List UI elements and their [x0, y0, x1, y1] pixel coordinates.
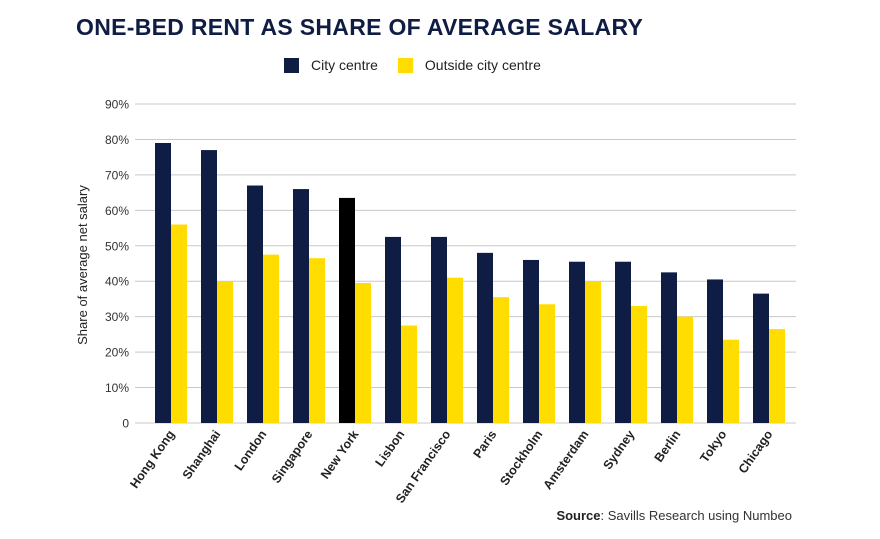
x-tick-label: Stockholm: [497, 428, 545, 488]
legend-item-city-centre: City centre: [284, 57, 378, 73]
legend-swatch-outside-city-centre: [397, 57, 413, 73]
y-tick-label: 20%: [105, 346, 129, 360]
bar-city-centre-singapore: [293, 189, 309, 423]
bar-outside-city-centre-paris: [493, 297, 509, 423]
bar-city-centre-chicago: [753, 293, 769, 423]
y-tick-label: 90%: [105, 98, 129, 112]
bar-outside-city-centre-amsterdam: [585, 281, 601, 423]
y-tick-label: 30%: [105, 310, 129, 324]
bar-city-centre-london: [247, 185, 263, 423]
bar-outside-city-centre-tokyo: [723, 339, 739, 423]
bar-outside-city-centre-chicago: [769, 329, 785, 423]
x-tick-label: Paris: [470, 428, 499, 461]
bar-outside-city-centre-stockholm: [539, 304, 555, 423]
x-tick-label: Berlin: [652, 428, 684, 465]
bar-outside-city-centre-shanghai: [217, 281, 233, 423]
bar-city-centre-shanghai: [201, 150, 217, 424]
bar-outside-city-centre-san-francisco: [447, 277, 463, 423]
y-tick-label: 10%: [105, 381, 129, 395]
bar-city-centre-amsterdam: [569, 261, 585, 423]
bar-city-centre-san-francisco: [431, 236, 447, 423]
y-axis-label: Share of average net salary: [75, 185, 90, 345]
x-tick-label: Tokyo: [697, 427, 729, 465]
y-tick-label: 50%: [105, 239, 129, 253]
bar-outside-city-centre-sydney: [631, 306, 647, 423]
bar-outside-city-centre-lisbon: [401, 325, 417, 423]
x-tick-label: London: [232, 428, 270, 474]
legend-item-outside-city-centre: Outside city centre: [397, 57, 541, 73]
y-tick-label: 40%: [105, 275, 129, 289]
gridlines: [135, 103, 796, 424]
x-tick-label: Sydney: [600, 428, 637, 472]
y-tick-label: 0: [122, 417, 129, 431]
bar-outside-city-centre-london: [263, 254, 279, 423]
bar-outside-city-centre-singapore: [309, 258, 325, 423]
bar-outside-city-centre-hong-kong: [171, 224, 187, 423]
x-tick-labels: Hong Kong Shanghai London Singapore New York…: [127, 427, 775, 505]
y-tick-label: 60%: [105, 204, 129, 218]
bar-city-centre-sydney: [615, 261, 631, 423]
source-label: Source: [556, 508, 601, 523]
source-text: : Savills Research using Numbeo: [600, 508, 792, 523]
bar-outside-city-centre-berlin: [677, 316, 693, 423]
bar-city-centre-berlin: [661, 272, 677, 423]
legend-label-city-centre: City centre: [311, 57, 378, 73]
bar-outside-city-centre-new-york: [355, 282, 371, 423]
chart-title: ONE-BED RENT AS SHARE OF AVERAGE SALARY: [76, 14, 644, 40]
bar-city-centre-stockholm: [523, 259, 539, 423]
bar-city-centre-paris: [477, 252, 493, 423]
legend: City centre Outside city centre: [284, 55, 561, 75]
bar-city-centre-hong-kong: [155, 142, 171, 423]
y-tick-label: 70%: [105, 168, 129, 182]
x-tick-label: Hong Kong: [127, 428, 177, 491]
bar-city-centre-new-york: [339, 197, 355, 423]
source-note: Source: Savills Research using Numbeo: [556, 508, 792, 523]
bar-city-centre-lisbon: [385, 236, 401, 423]
bars: [155, 142, 785, 424]
y-tick-label: 80%: [105, 133, 129, 147]
bar-city-centre-tokyo: [707, 279, 723, 423]
x-tick-label: Shanghai: [180, 428, 224, 482]
x-tick-label: Singapore: [269, 428, 316, 486]
x-tick-label: Lisbon: [372, 428, 407, 470]
y-tick-labels: 0 10% 20% 30% 40% 50% 60% 70% 80% 90%: [105, 98, 129, 431]
x-tick-label: Chicago: [736, 427, 776, 476]
legend-label-outside-city-centre: Outside city centre: [424, 57, 541, 73]
legend-swatch-city-centre: [284, 57, 299, 73]
x-tick-label: Amsterdam: [541, 428, 592, 492]
x-tick-label: New York: [318, 428, 362, 482]
